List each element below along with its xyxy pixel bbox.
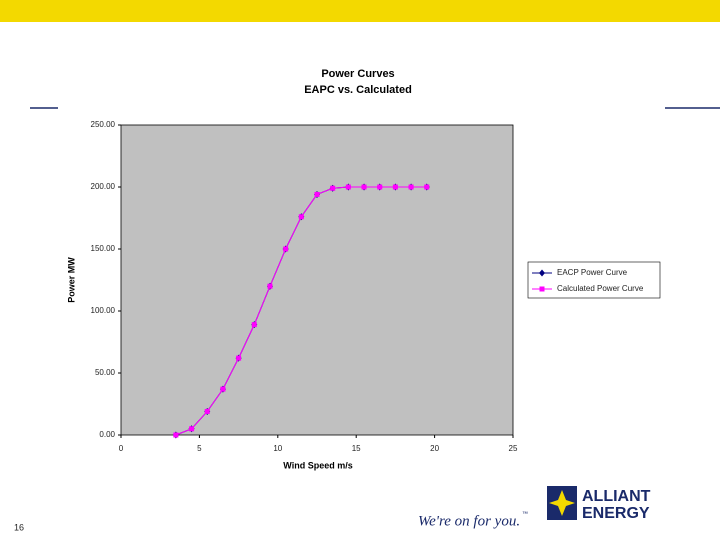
tagline: We're on for you. bbox=[418, 513, 520, 529]
logo-text: ALLIANT bbox=[582, 488, 651, 505]
logo-text: ENERGY bbox=[582, 505, 650, 522]
data-point bbox=[377, 184, 383, 190]
plot-area bbox=[120, 124, 514, 436]
x-tick-label: 15 bbox=[352, 444, 361, 453]
x-axis-title: Wind Speed m/s bbox=[283, 460, 352, 470]
data-point bbox=[298, 214, 304, 220]
data-point bbox=[392, 184, 398, 190]
data-point bbox=[267, 283, 273, 289]
data-point bbox=[220, 386, 226, 392]
y-axis-title: Power MW bbox=[66, 257, 76, 303]
data-point bbox=[424, 184, 430, 190]
page-number: 16 bbox=[14, 522, 24, 532]
x-tick-label: 20 bbox=[430, 444, 439, 453]
y-tick-label: 150.00 bbox=[91, 244, 116, 253]
chart-title: Power Curves bbox=[321, 68, 394, 80]
legend-marker bbox=[539, 269, 545, 277]
y-tick-label: 250.00 bbox=[91, 120, 116, 129]
data-point bbox=[189, 426, 195, 432]
legend-label: EACP Power Curve bbox=[557, 268, 628, 277]
logo-icon bbox=[547, 486, 577, 520]
footer bbox=[0, 512, 720, 540]
data-point bbox=[345, 184, 351, 190]
x-tick-label: 10 bbox=[273, 444, 282, 453]
data-point bbox=[236, 355, 242, 361]
y-tick-label: 100.00 bbox=[91, 306, 116, 315]
data-point bbox=[408, 184, 414, 190]
x-tick-label: 5 bbox=[197, 444, 202, 453]
data-point bbox=[330, 185, 336, 191]
legend-label: Calculated Power Curve bbox=[557, 284, 644, 293]
tagline-mark: ™ bbox=[522, 511, 528, 518]
data-point bbox=[173, 432, 179, 438]
top-band bbox=[0, 0, 720, 22]
x-tick-label: 0 bbox=[119, 444, 124, 453]
legend bbox=[527, 261, 661, 299]
chart-subtitle: EAPC vs. Calculated bbox=[304, 84, 412, 96]
y-tick-label: 0.00 bbox=[99, 430, 115, 439]
data-point bbox=[251, 322, 257, 328]
y-tick-label: 50.00 bbox=[95, 368, 116, 377]
data-point bbox=[361, 184, 367, 190]
data-point bbox=[314, 191, 320, 197]
y-tick-label: 200.00 bbox=[91, 182, 116, 191]
x-tick-label: 25 bbox=[509, 444, 518, 453]
data-point bbox=[283, 246, 289, 252]
data-point bbox=[204, 408, 210, 414]
legend-marker bbox=[539, 286, 545, 292]
